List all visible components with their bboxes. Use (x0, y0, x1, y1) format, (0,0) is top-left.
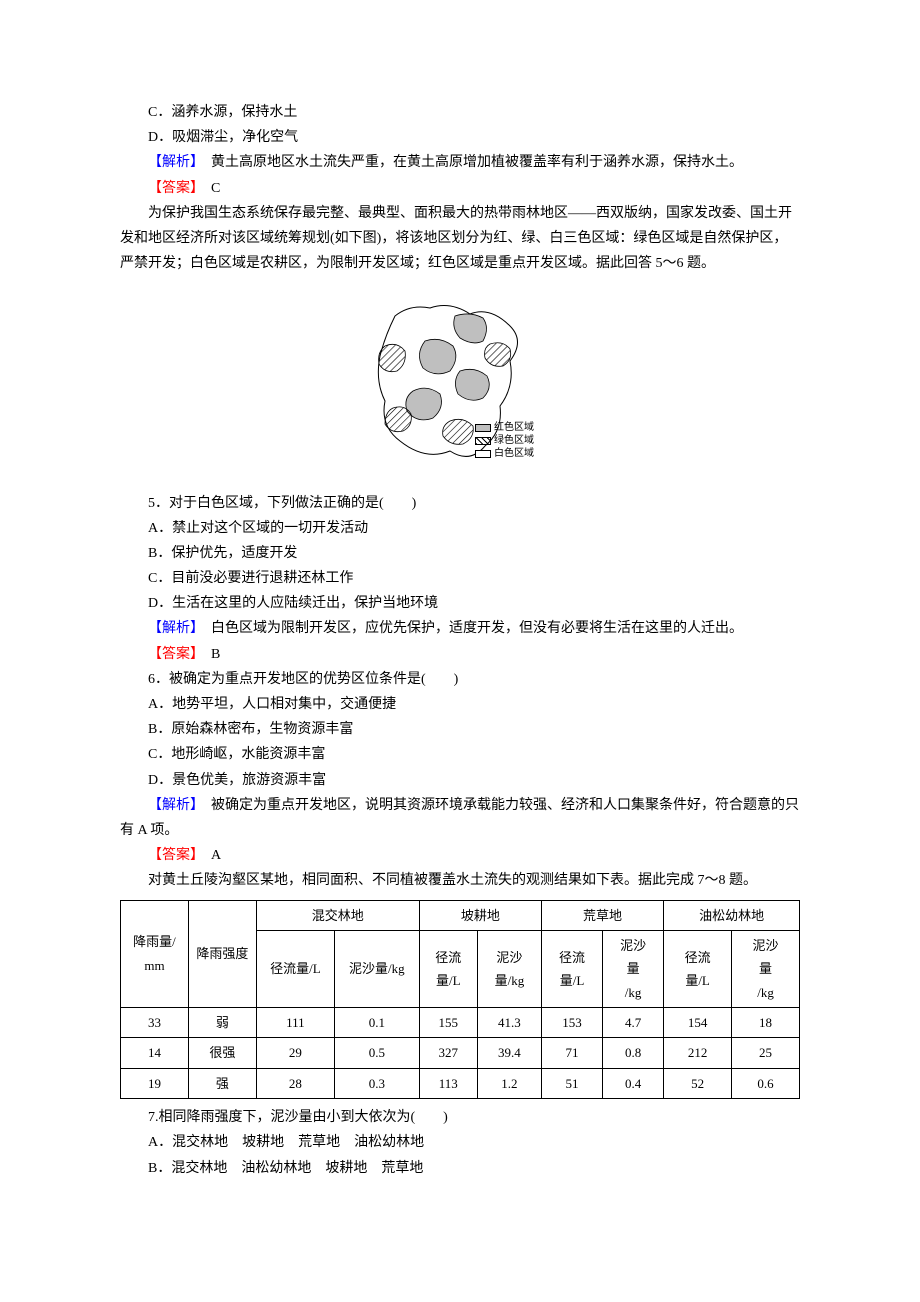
paragraph-2: 对黄土丘陵沟壑区某地，相同面积、不同植被覆盖水土流失的观测结果如下表。据此完成 … (120, 868, 800, 893)
cell: 很强 (188, 1038, 256, 1068)
answer-text: C (197, 181, 220, 196)
cell: 25 (732, 1038, 800, 1068)
q7-opt-b: B．混交林地 油松幼林地 坡耕地 荒草地 (120, 1156, 800, 1181)
q5-analysis-text: 白色区域为限制开发区，应优先保护，适度开发，但没有必要将生活在这里的人迁出。 (197, 621, 743, 636)
th-rain-mm: 降雨量/mm (121, 900, 189, 1008)
cell: 111 (256, 1008, 334, 1038)
answer-label: 【答案】 (148, 181, 197, 196)
cell: 52 (664, 1068, 732, 1098)
cell: 弱 (188, 1008, 256, 1038)
table-row: 33 弱 111 0.1 155 41.3 153 4.7 154 18 (121, 1008, 800, 1038)
legend-white: 白色区域 (475, 447, 534, 460)
legend-white-label: 白色区域 (494, 447, 534, 460)
th-mix-runoff: 径流量/L (256, 930, 334, 1007)
cell: 19 (121, 1068, 189, 1098)
legend-red-swatch (475, 424, 491, 432)
q6-analysis: 【解析】 被确定为重点开发地区，说明其资源环境承载能力较强、经济和人口集聚条件好… (120, 793, 800, 843)
q6-stem: 6．被确定为重点开发地区的优势区位条件是( ) (120, 667, 800, 692)
th-rain-intensity: 降雨强度 (188, 900, 256, 1008)
th-slope-sed: 泥沙量/kg (477, 930, 541, 1007)
analysis-top: 【解析】 黄土高原地区水土流失严重，在黄土高原增加植被覆盖率有利于涵养水源，保持… (120, 150, 800, 175)
cell: 0.3 (334, 1068, 419, 1098)
q6-analysis-text: 被确定为重点开发地区，说明其资源环境承载能力较强、经济和人口集聚条件好，符合题意… (120, 798, 799, 838)
th-grass-sed: 泥沙量/kg (603, 930, 664, 1007)
cell: 4.7 (603, 1008, 664, 1038)
cell: 1.2 (477, 1068, 541, 1098)
th-grass: 荒草地 (541, 900, 663, 930)
cell: 28 (256, 1068, 334, 1098)
cell: 0.8 (603, 1038, 664, 1068)
cell: 0.4 (603, 1068, 664, 1098)
cell: 39.4 (477, 1038, 541, 1068)
map-legend: 红色区域 绿色区域 白色区域 (475, 421, 534, 460)
analysis-label: 【解析】 (148, 155, 197, 170)
q6-answer-label: 【答案】 (148, 848, 197, 863)
q6-answer: 【答案】 A (120, 843, 800, 868)
cell: 14 (121, 1038, 189, 1068)
q5-answer: 【答案】 B (120, 642, 800, 667)
q5-analysis-label: 【解析】 (148, 621, 197, 636)
cell: 33 (121, 1008, 189, 1038)
q6-opt-b: B．原始森林密布，生物资源丰富 (120, 717, 800, 742)
q5-opt-d: D．生活在这里的人应陆续迁出，保护当地环境 (120, 591, 800, 616)
cell: 113 (419, 1068, 477, 1098)
q5-stem: 5．对于白色区域，下列做法正确的是( ) (120, 491, 800, 516)
cell: 71 (541, 1038, 602, 1068)
opt-d-top: D．吸烟滞尘，净化空气 (120, 125, 800, 150)
th-mix-sed: 泥沙量/kg (334, 930, 419, 1007)
legend-green: 绿色区域 (475, 434, 534, 447)
legend-green-swatch (475, 437, 491, 445)
legend-red-label: 红色区域 (494, 421, 534, 434)
paragraph-1: 为保护我国生态系统保存最完整、最典型、面积最大的热带雨林地区——西双版纳，国家发… (120, 201, 800, 277)
answer-top: 【答案】 C (120, 176, 800, 201)
q7-opt-a: A．混交林地 坡耕地 荒草地 油松幼林地 (120, 1130, 800, 1155)
cell: 18 (732, 1008, 800, 1038)
q7-stem: 7.相同降雨强度下，泥沙量由小到大依次为( ) (120, 1105, 800, 1130)
q5-answer-text: B (197, 647, 220, 662)
cell: 155 (419, 1008, 477, 1038)
th-pine: 油松幼林地 (664, 900, 800, 930)
th-pine-runoff: 径流量/L (664, 930, 732, 1007)
q5-opt-b: B．保护优先，适度开发 (120, 541, 800, 566)
cell: 51 (541, 1068, 602, 1098)
legend-green-label: 绿色区域 (494, 434, 534, 447)
q5-answer-label: 【答案】 (148, 647, 197, 662)
q6-opt-c: C．地形崎岖，水能资源丰富 (120, 742, 800, 767)
cell: 29 (256, 1038, 334, 1068)
th-grass-runoff: 径流量/L (541, 930, 602, 1007)
cell: 153 (541, 1008, 602, 1038)
cell: 0.5 (334, 1038, 419, 1068)
soil-erosion-table: 降雨量/mm 降雨强度 混交林地 坡耕地 荒草地 油松幼林地 径流量/L 泥沙量… (120, 900, 800, 1100)
cell: 强 (188, 1068, 256, 1098)
q5-opt-a: A．禁止对这个区域的一切开发活动 (120, 516, 800, 541)
table-row: 19 强 28 0.3 113 1.2 51 0.4 52 0.6 (121, 1068, 800, 1098)
cell: 0.1 (334, 1008, 419, 1038)
cell: 41.3 (477, 1008, 541, 1038)
q6-answer-text: A (197, 848, 221, 863)
cell: 154 (664, 1008, 732, 1038)
q6-opt-a: A．地势平坦，人口相对集中，交通便捷 (120, 692, 800, 717)
table-row: 14 很强 29 0.5 327 39.4 71 0.8 212 25 (121, 1038, 800, 1068)
opt-c-top: C．涵养水源，保持水土 (120, 100, 800, 125)
analysis-text: 黄土高原地区水土流失严重，在黄土高原增加植被覆盖率有利于涵养水源，保持水土。 (197, 155, 743, 170)
q6-analysis-label: 【解析】 (148, 798, 197, 813)
q5-opt-c: C．目前没必要进行退耕还林工作 (120, 566, 800, 591)
th-mix: 混交林地 (256, 900, 419, 930)
legend-white-swatch (475, 450, 491, 458)
th-pine-sed: 泥沙量/kg (732, 930, 800, 1007)
q6-opt-d: D．景色优美，旅游资源丰富 (120, 768, 800, 793)
cell: 327 (419, 1038, 477, 1068)
legend-red: 红色区域 (475, 421, 534, 434)
map-figure: 红色区域 绿色区域 白色区域 (120, 286, 800, 480)
table-header-row-1: 降雨量/mm 降雨强度 混交林地 坡耕地 荒草地 油松幼林地 (121, 900, 800, 930)
th-slope-runoff: 径流量/L (419, 930, 477, 1007)
q5-analysis: 【解析】 白色区域为限制开发区，应优先保护，适度开发，但没有必要将生活在这里的人… (120, 616, 800, 641)
th-slope: 坡耕地 (419, 900, 541, 930)
cell: 212 (664, 1038, 732, 1068)
cell: 0.6 (732, 1068, 800, 1098)
